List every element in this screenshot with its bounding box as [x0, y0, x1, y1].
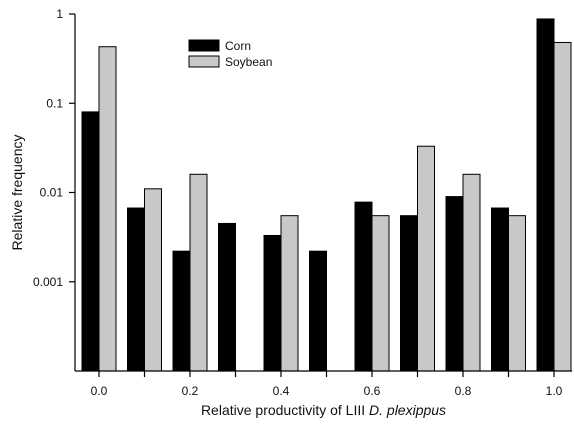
bar-corn-9 — [491, 207, 509, 372]
legend-swatch-corn — [188, 39, 220, 52]
y-ticks-group: 0.001 0.01 0.1 1 — [33, 7, 75, 289]
legend-label-corn: Corn — [225, 39, 251, 53]
bar-corn-7 — [400, 215, 418, 372]
legend-label-soybean: Soybean — [225, 55, 272, 69]
bar-corn-3 — [218, 222, 236, 372]
bar-corn-2 — [172, 250, 191, 372]
bar-corn-10 — [536, 18, 555, 372]
bars-group — [81, 18, 572, 372]
bar-corn-5 — [309, 250, 327, 372]
bar-soybean-2 — [189, 173, 208, 372]
x-tick-label: 0.6 — [364, 384, 381, 398]
x-tick-label: 0.2 — [182, 384, 199, 398]
bar-soybean-7 — [417, 145, 435, 372]
bar-corn-0 — [81, 111, 100, 372]
bar-soybean-8 — [462, 173, 481, 372]
bar-soybean-4 — [280, 215, 299, 372]
x-tick-label: 1.0 — [546, 384, 563, 398]
bar-soybean-9 — [508, 215, 526, 372]
bar-soybean-0 — [98, 46, 117, 372]
bar-soybean-10 — [553, 41, 572, 372]
legend-swatch-soybean — [188, 55, 220, 68]
bar-soybean-1 — [144, 188, 162, 372]
bar-corn-8 — [445, 196, 464, 372]
bar-soybean-6 — [371, 215, 390, 372]
bar-corn-4 — [263, 234, 282, 372]
bar-corn-1 — [127, 207, 145, 372]
y-tick-label: 0.1 — [46, 96, 63, 110]
y-tick-label: 1 — [56, 7, 63, 21]
bar-corn-6 — [354, 201, 373, 372]
x-ticks-group: 0.0 0.2 0.4 0.6 0.8 1.0 — [91, 371, 563, 398]
x-axis-title: Relative productivity of LIII D. plexipp… — [201, 402, 446, 418]
x-tick-label: 0.4 — [273, 384, 290, 398]
x-tick-label: 0.8 — [455, 384, 472, 398]
x-tick-label: 0.0 — [91, 384, 108, 398]
y-axis-title: Relative frequency — [9, 135, 25, 251]
y-tick-label: 0.01 — [40, 186, 64, 200]
y-tick-label: 0.001 — [33, 275, 63, 289]
legend: Corn Soybean — [188, 39, 272, 69]
